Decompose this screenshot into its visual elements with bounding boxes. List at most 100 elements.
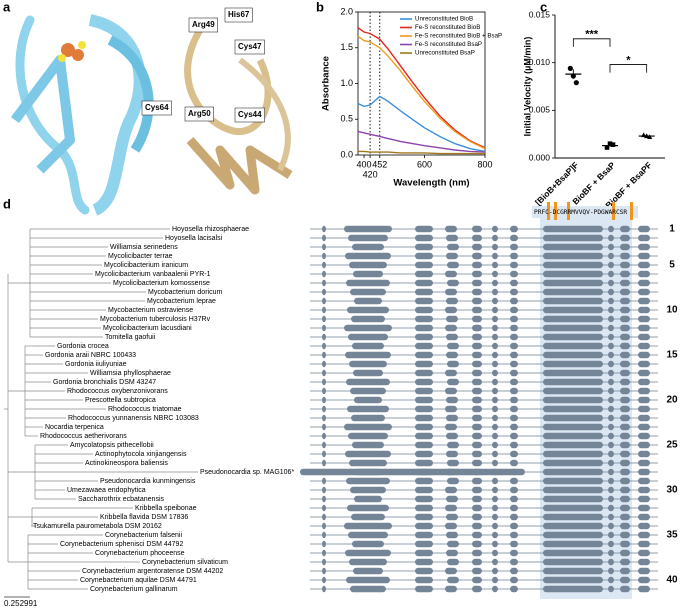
domain [472, 486, 482, 494]
row-number: 10 [666, 305, 678, 316]
domain [351, 513, 385, 521]
domain [347, 405, 389, 413]
x-tick-label: 800 [477, 159, 492, 169]
data-point [644, 133, 650, 139]
domain [322, 450, 326, 458]
residue-box [234, 39, 265, 55]
domain [620, 252, 630, 260]
domain [445, 585, 457, 593]
domain [492, 423, 498, 431]
domain [447, 477, 459, 485]
species-label: Gordonia crocea [57, 343, 109, 350]
data-point [570, 73, 576, 79]
domain [346, 378, 390, 386]
domain [510, 234, 518, 242]
domain [608, 306, 614, 314]
x-tick-label: 420 [363, 169, 378, 179]
domain [608, 549, 614, 557]
domain [608, 324, 614, 332]
domain [608, 522, 614, 530]
domain [492, 567, 498, 575]
domain [322, 342, 326, 350]
domain [472, 324, 482, 332]
domain [445, 468, 457, 476]
domain [543, 477, 603, 485]
domain [415, 342, 433, 350]
domain [543, 234, 603, 242]
domain [445, 423, 457, 431]
domain [445, 504, 457, 512]
domain [638, 279, 650, 287]
domain [447, 576, 459, 584]
domain [620, 288, 630, 296]
domain [510, 432, 518, 440]
domain [472, 360, 482, 368]
domain [472, 378, 482, 386]
domain [492, 549, 498, 557]
domain [608, 279, 614, 287]
domain [322, 414, 326, 422]
domain [620, 432, 630, 440]
domain [543, 261, 603, 269]
species-label: Pseudonocardia sp. MAG106* [200, 469, 294, 476]
domain [472, 396, 482, 404]
species-label: Mycobacterium tuberculosis H37Rv [100, 316, 211, 323]
domain [608, 342, 614, 350]
domain [638, 531, 650, 539]
domain [472, 333, 482, 341]
species-label: Corynebacterium aquilae DSM 44791 [80, 577, 197, 584]
domain [446, 396, 458, 404]
domain [415, 585, 433, 593]
domain [620, 549, 630, 557]
y-tick-label: 0.0 [340, 149, 353, 159]
domain [445, 225, 457, 233]
species-label: Kribbella speibonae [135, 505, 197, 512]
domain [415, 252, 433, 260]
domain [620, 495, 630, 503]
domain [322, 504, 326, 512]
species-label: Tomitella gaofuii [105, 334, 156, 341]
domain [638, 522, 650, 530]
domain [638, 342, 650, 350]
domain [510, 396, 518, 404]
domain [472, 414, 482, 422]
row-number: 1 [669, 224, 675, 235]
species-label: Corynebacterium silvaticum [142, 559, 228, 566]
domain [510, 585, 518, 593]
y-tick-label: 0.005 [529, 105, 551, 115]
species-label: Corynebacterium sphenisci DSM 44792 [60, 541, 183, 548]
domain [447, 243, 459, 251]
species-label: Mycolicibacterium vanbaalenii PYR-1 [95, 271, 211, 278]
domain [608, 540, 614, 548]
domain [322, 360, 326, 368]
species-label: Mycobacterium leprae [147, 298, 216, 305]
domain [543, 252, 603, 260]
species-label: Mycobacterium ostraviense [108, 307, 193, 314]
y-tick-label: 0.015 [529, 9, 551, 19]
domain [608, 243, 614, 251]
protein-structure-left [11, 14, 154, 216]
domain [510, 477, 518, 485]
residue-label: Cys44 [238, 110, 262, 119]
domain [322, 378, 326, 386]
domain [472, 342, 482, 350]
domain [620, 369, 630, 377]
domain [620, 405, 630, 413]
domain [300, 468, 525, 476]
species-label: Kribbella flavida DSM 17836 [100, 514, 188, 521]
species-label: Gordonia araii NBRC 100433 [45, 352, 136, 359]
domain [346, 279, 390, 287]
domain [322, 270, 326, 278]
domain [415, 405, 433, 413]
sequence: PRFC-DCGRRMVVQV-PDGWARCSR [534, 209, 627, 216]
domain [492, 522, 498, 530]
y-tick-label: 0.010 [529, 57, 551, 67]
domain [472, 252, 482, 260]
domain [638, 441, 650, 449]
domain [620, 333, 630, 341]
y-tick-label: 0.5 [340, 114, 353, 124]
domain [447, 378, 459, 386]
domain [543, 405, 603, 413]
species-label: Umezawaea endophytica [67, 487, 146, 494]
